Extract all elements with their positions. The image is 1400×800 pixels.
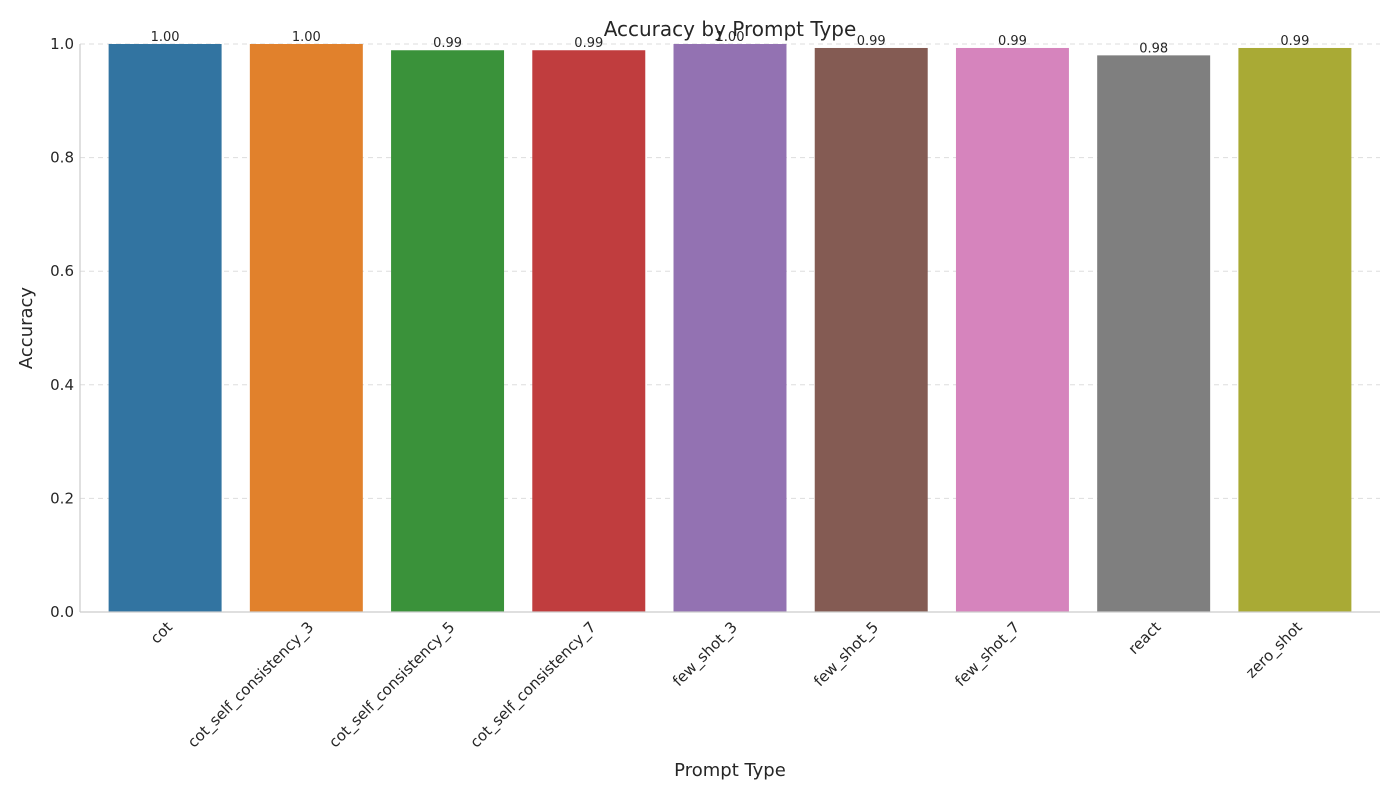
data-label: 0.99	[433, 36, 462, 51]
x-tick-label: cot_self_consistency_5	[325, 618, 459, 752]
bar-few-shot-7	[955, 47, 1069, 612]
y-tick-label: 1.0	[50, 35, 74, 53]
data-label: 1.00	[292, 30, 321, 45]
x-tick-label: few_shot_5	[810, 618, 883, 691]
bar-zero-shot	[1238, 47, 1352, 612]
y-tick-label: 0.2	[50, 489, 74, 507]
y-tick-label: 0.0	[50, 603, 74, 621]
data-label: 1.00	[151, 30, 180, 45]
y-tick-label: 0.6	[50, 262, 74, 280]
y-axis-label: Accuracy	[16, 287, 37, 370]
x-axis-label: Prompt Type	[674, 760, 786, 781]
bar-cot-self-consistency-5	[391, 50, 505, 613]
bars	[108, 44, 1352, 613]
x-tick-label: cot_self_consistency_7	[466, 618, 600, 752]
data-label: 0.99	[857, 34, 886, 49]
bar-few-shot-3	[673, 44, 787, 612]
bar-cot	[108, 44, 222, 612]
data-label: 0.99	[1280, 34, 1309, 49]
bar-cot-self-consistency-7	[532, 50, 646, 613]
bar-few-shot-5	[814, 47, 928, 612]
x-tick-label: zero_shot	[1242, 618, 1306, 682]
chart-title: Accuracy by Prompt Type	[604, 17, 857, 41]
data-label: 0.98	[1139, 41, 1168, 56]
x-tick-label: few_shot_3	[669, 618, 742, 691]
y-tick-label: 0.8	[50, 149, 74, 167]
x-tick-label: cot_self_consistency_3	[184, 618, 318, 752]
axes-spines	[79, 44, 1380, 613]
x-tick-label: few_shot_7	[951, 618, 1024, 691]
data-labels: 1.00 1.00 0.99 0.99 1.00 0.99 0.99 0.98 0.99	[151, 30, 1310, 56]
bar-cot-self-consistency-3	[249, 44, 363, 612]
y-axis-ticks: 0.0 0.2 0.4 0.6 0.8 1.0	[50, 35, 74, 621]
bar-react	[1097, 55, 1211, 613]
data-label: 0.99	[574, 36, 603, 51]
x-axis-ticks: cot cot_self_consistency_3 cot_self_consis…	[147, 618, 1307, 752]
x-tick-label: cot	[147, 618, 176, 647]
data-label: 1.00	[716, 30, 745, 45]
data-label: 0.99	[998, 34, 1027, 49]
x-tick-label: react	[1125, 618, 1165, 658]
y-tick-label: 0.4	[50, 376, 74, 394]
